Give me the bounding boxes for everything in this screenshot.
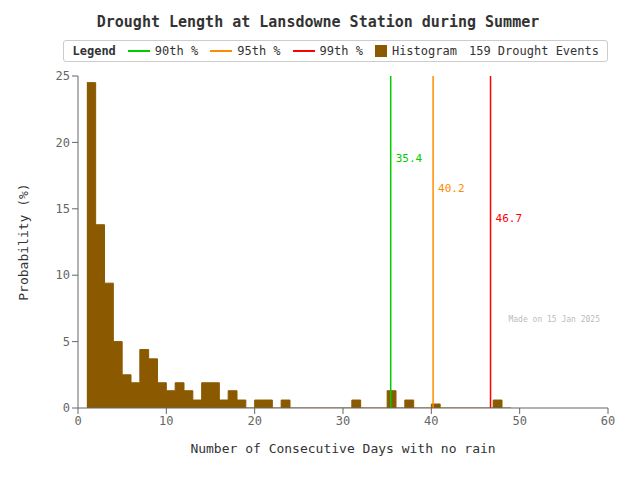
svg-text:25: 25 [56,69,70,83]
html-text:Histogram: Histogram [391,44,457,58]
svg-text:60: 60 [601,414,615,428]
svg-text:10: 10 [56,268,70,282]
html-text:Drought Length at Lansdowne St: Drought Length at Lansdowne Station duri… [96,13,540,31]
svg-text:0: 0 [74,414,81,428]
svg-text:10: 10 [159,414,173,428]
svg-text:5: 5 [63,335,70,349]
svg-text:Probability (%): Probability (%) [16,183,31,300]
html-text:99th %: 99th % [319,44,363,58]
svg-text:0: 0 [63,401,70,415]
html-text:Made on 15 Jan 2025: Made on 15 Jan 2025 [508,315,600,324]
html-text:Legend: Legend [72,44,116,58]
html-text:95th %: 95th % [237,44,281,58]
html-text:90th %: 90th % [154,44,199,58]
svg-text:Number of Consecutive Days wit: Number of Consecutive Days with no rain [190,441,495,456]
svg-text:50: 50 [512,414,526,428]
svg-text:15: 15 [56,202,70,216]
svg-text:20: 20 [56,136,70,150]
svg-text:35.4: 35.4 [396,152,423,165]
svg-text:40.2: 40.2 [438,182,465,195]
svg-text:46.7: 46.7 [496,212,523,225]
svg-text:30: 30 [336,414,350,428]
svg-text:40: 40 [424,414,438,428]
html-text:159 Drought Events: 159 Drought Events [469,44,599,58]
svg-text:20: 20 [247,414,261,428]
